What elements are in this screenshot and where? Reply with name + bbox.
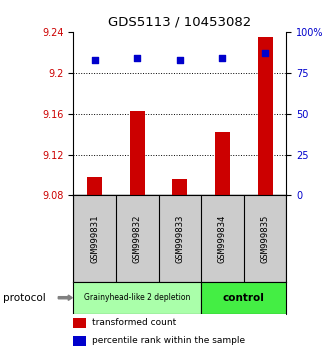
- Bar: [130, 110, 145, 195]
- Text: GDS5113 / 10453082: GDS5113 / 10453082: [108, 16, 251, 29]
- Text: control: control: [223, 293, 265, 303]
- Bar: [87, 177, 102, 195]
- Text: protocol: protocol: [3, 293, 46, 303]
- Text: GSM999835: GSM999835: [260, 214, 270, 263]
- Bar: [73, 281, 201, 314]
- Point: [220, 55, 225, 61]
- Point: [262, 50, 268, 56]
- Point: [177, 57, 182, 63]
- Text: transformed count: transformed count: [93, 318, 177, 327]
- Bar: [73, 318, 86, 328]
- Text: GSM999834: GSM999834: [218, 214, 227, 263]
- Text: Grainyhead-like 2 depletion: Grainyhead-like 2 depletion: [84, 293, 190, 302]
- Bar: [258, 37, 272, 195]
- Bar: [172, 179, 187, 195]
- Text: percentile rank within the sample: percentile rank within the sample: [93, 336, 245, 346]
- Text: GSM999832: GSM999832: [133, 214, 142, 263]
- Bar: [215, 132, 230, 195]
- Bar: [73, 336, 86, 346]
- Point: [92, 57, 97, 63]
- Point: [135, 55, 140, 61]
- Bar: [201, 281, 286, 314]
- Text: GSM999833: GSM999833: [175, 214, 184, 263]
- Text: GSM999831: GSM999831: [90, 214, 99, 263]
